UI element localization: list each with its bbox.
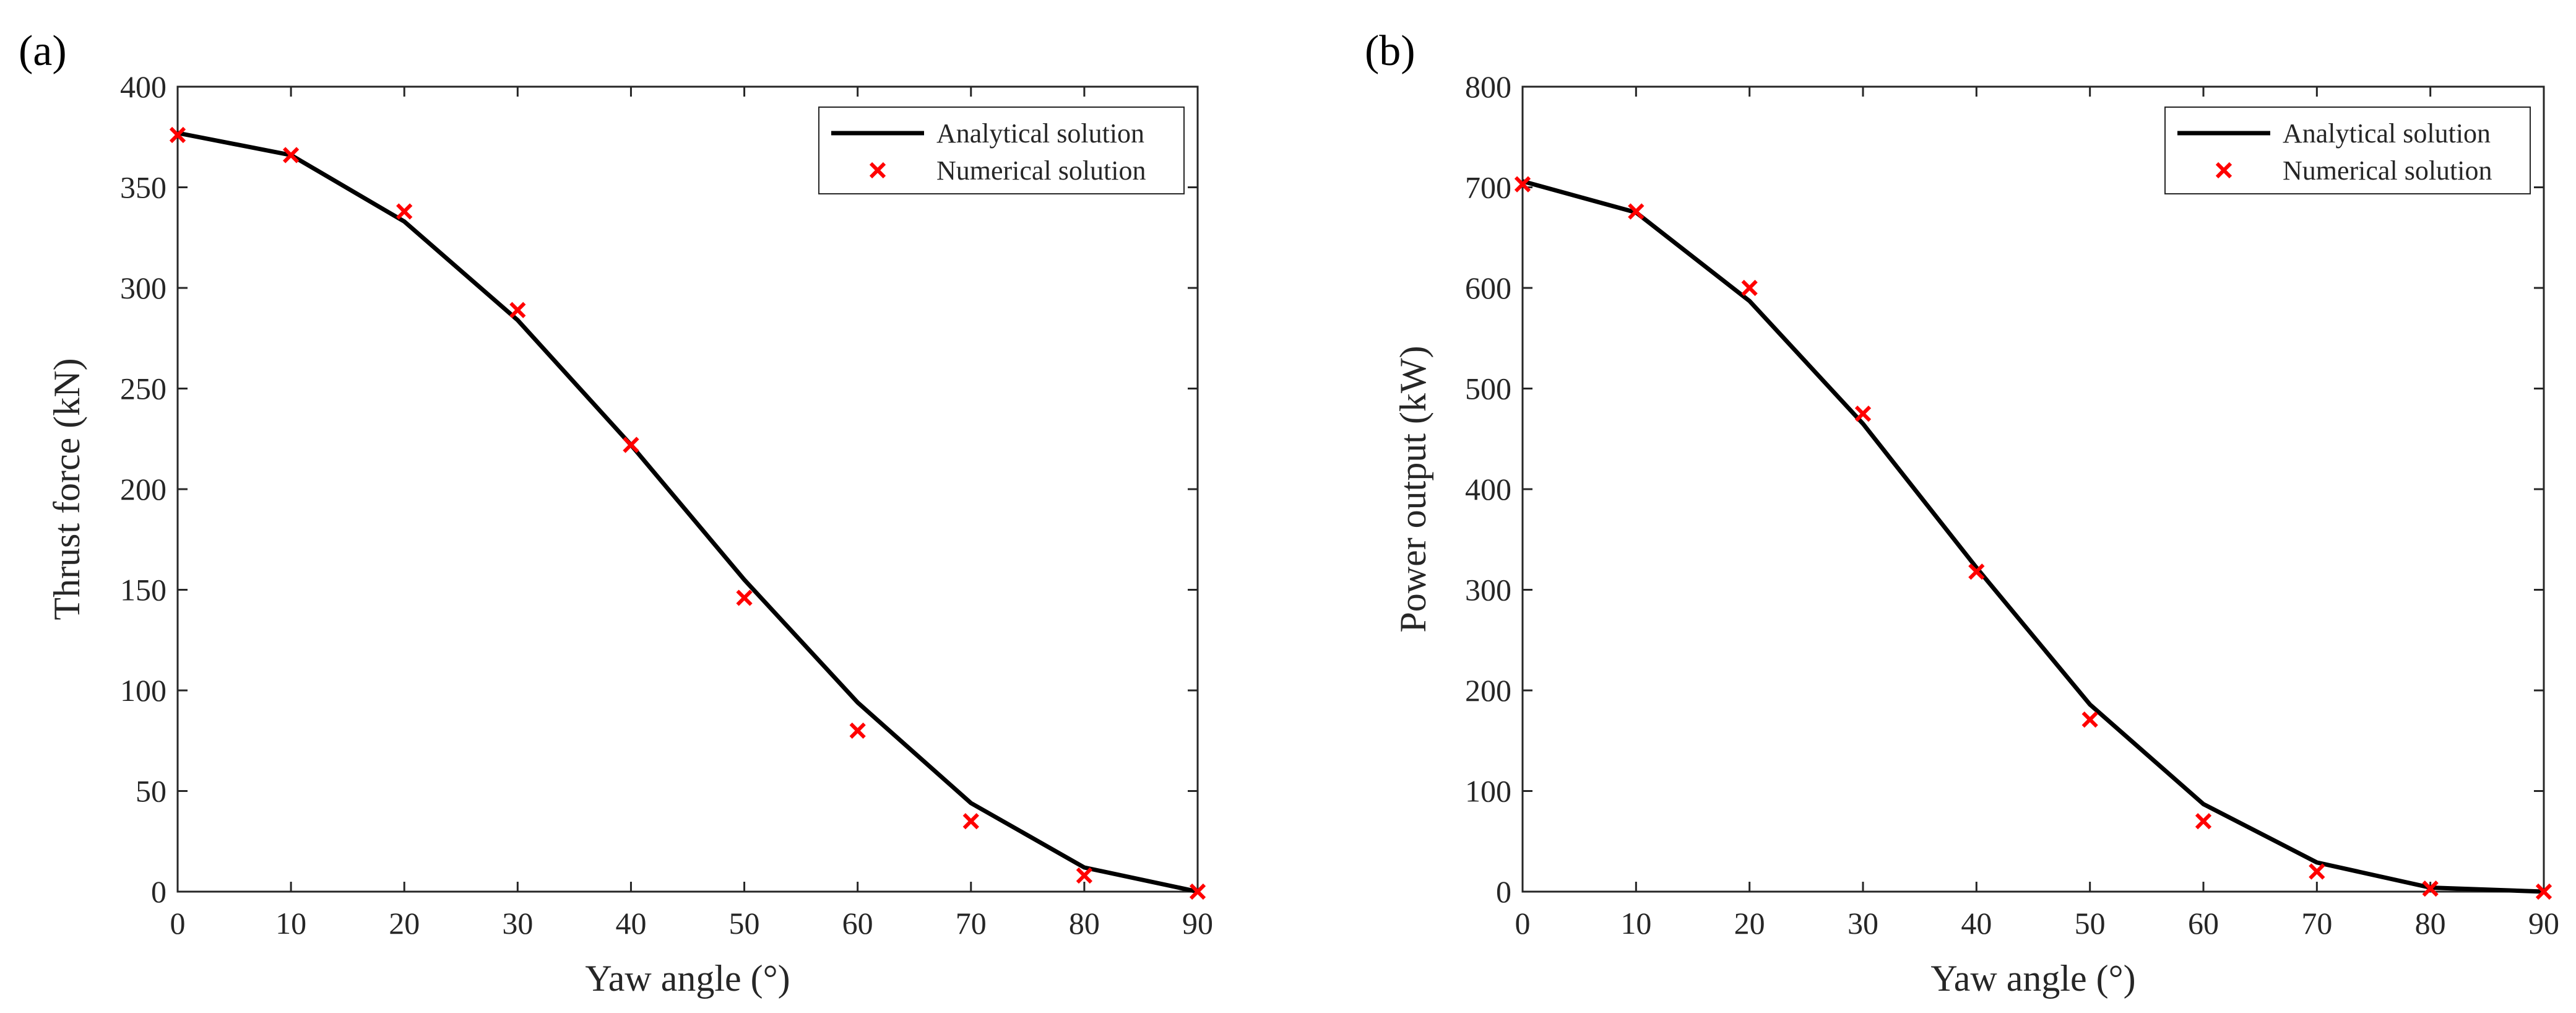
legend-swatch-marker xyxy=(2215,162,2232,179)
legend: Analytical solution Numerical solution xyxy=(818,107,1185,194)
y-tick-label: 250 xyxy=(120,372,166,406)
legend-label: Analytical solution xyxy=(936,118,1144,149)
data-point-numerical xyxy=(2081,711,2098,728)
y-tick-label: 500 xyxy=(1465,372,1511,406)
data-point-numerical xyxy=(169,126,186,144)
x-tick-label: 20 xyxy=(389,906,420,941)
data-point-numerical xyxy=(1741,279,1758,297)
y-tick-label: 50 xyxy=(136,774,166,809)
y-tick-label: 0 xyxy=(1496,874,1511,909)
x-tick-label: 20 xyxy=(1734,906,1765,941)
x-tick-label: 40 xyxy=(1961,906,1992,941)
legend-label: Numerical solution xyxy=(936,155,1146,186)
legend-box xyxy=(2164,107,2531,194)
data-point-numerical xyxy=(2309,863,2325,880)
data-point-numerical xyxy=(1628,203,1645,220)
chart-panel-a: 0 10 20 30 40 50 60 70 80 90 0 50 100 150 200 250 300 350… xyxy=(19,27,1213,999)
y-tick-label: 700 xyxy=(1465,170,1511,205)
x-tick-label: 50 xyxy=(2075,906,2106,941)
data-point-numerical xyxy=(396,203,413,220)
x-tick-label: 90 xyxy=(2528,906,2559,941)
data-point-numerical xyxy=(1514,176,1531,193)
y-tick-label: 350 xyxy=(120,170,166,205)
x-tick-label: 90 xyxy=(1182,906,1213,941)
y-tick-label: 400 xyxy=(1465,472,1511,506)
data-point-numerical xyxy=(1076,867,1093,884)
data-point-numerical xyxy=(2422,880,2439,897)
y-tick-label: 200 xyxy=(120,472,166,506)
data-point-numerical xyxy=(623,437,639,453)
data-point-numerical xyxy=(2195,813,2212,830)
y-axis-label: Thrust force (kN) xyxy=(46,358,87,620)
data-point-numerical xyxy=(509,302,526,318)
y-tick-label: 100 xyxy=(120,673,166,708)
data-point-numerical xyxy=(849,722,866,739)
data-point-numerical xyxy=(1968,563,1985,580)
x-tick-label: 30 xyxy=(1848,906,1878,941)
y-tick-label: 300 xyxy=(1465,573,1511,607)
legend-swatch-marker xyxy=(869,162,886,179)
x-axis-label: Yaw angle (°) xyxy=(585,958,790,999)
y-tick-label: 800 xyxy=(1465,69,1511,104)
x-tick-label: 50 xyxy=(729,906,760,941)
series-line-analytical xyxy=(1522,179,2544,894)
x-tick-label: 60 xyxy=(842,906,873,941)
x-tick-label: 0 xyxy=(170,906,186,941)
x-tick-label: 70 xyxy=(956,906,987,941)
x-axis-label: Yaw angle (°) xyxy=(1930,958,2135,999)
plot-area xyxy=(176,85,1199,893)
legend-label: Numerical solution xyxy=(2283,155,2492,186)
y-tick-label: 150 xyxy=(120,573,166,607)
data-point-numerical xyxy=(2535,883,2552,900)
legend: Analytical solution Numerical solution xyxy=(2164,107,2531,194)
legend-box xyxy=(818,107,1185,194)
chart-panel-b: 0 10 20 30 40 50 60 70 80 90 0 100 200 300 400 500 600 70… xyxy=(1365,27,2559,999)
x-tick-label: 70 xyxy=(2301,906,2332,941)
x-tick-label: 10 xyxy=(1620,906,1651,941)
x-tick-label: 80 xyxy=(2415,906,2446,941)
data-point-numerical xyxy=(1854,406,1872,422)
y-tick-label: 600 xyxy=(1465,271,1511,305)
x-tick-label: 10 xyxy=(275,906,306,941)
y-tick-label: 100 xyxy=(1465,774,1511,809)
x-tick-label: 0 xyxy=(1515,906,1531,941)
legend-label: Analytical solution xyxy=(2283,118,2491,149)
data-point-numerical xyxy=(1189,883,1206,900)
plot-area xyxy=(1521,85,2545,893)
y-tick-label: 400 xyxy=(120,69,166,104)
x-tick-label: 60 xyxy=(2188,906,2219,941)
series-line-analytical xyxy=(177,131,1198,894)
data-point-numerical xyxy=(282,147,300,163)
data-point-numerical xyxy=(736,589,753,606)
x-tick-label: 30 xyxy=(502,906,533,941)
y-tick-label: 300 xyxy=(120,271,166,305)
panel-label: (a) xyxy=(19,27,67,75)
data-point-numerical xyxy=(962,813,979,830)
x-tick-label: 80 xyxy=(1069,906,1100,941)
x-tick-label: 40 xyxy=(615,906,646,941)
panel-label: (b) xyxy=(1365,27,1416,75)
y-axis-label: Power output (kW) xyxy=(1393,346,1433,632)
y-tick-label: 0 xyxy=(151,874,166,909)
y-tick-label: 200 xyxy=(1465,673,1511,708)
